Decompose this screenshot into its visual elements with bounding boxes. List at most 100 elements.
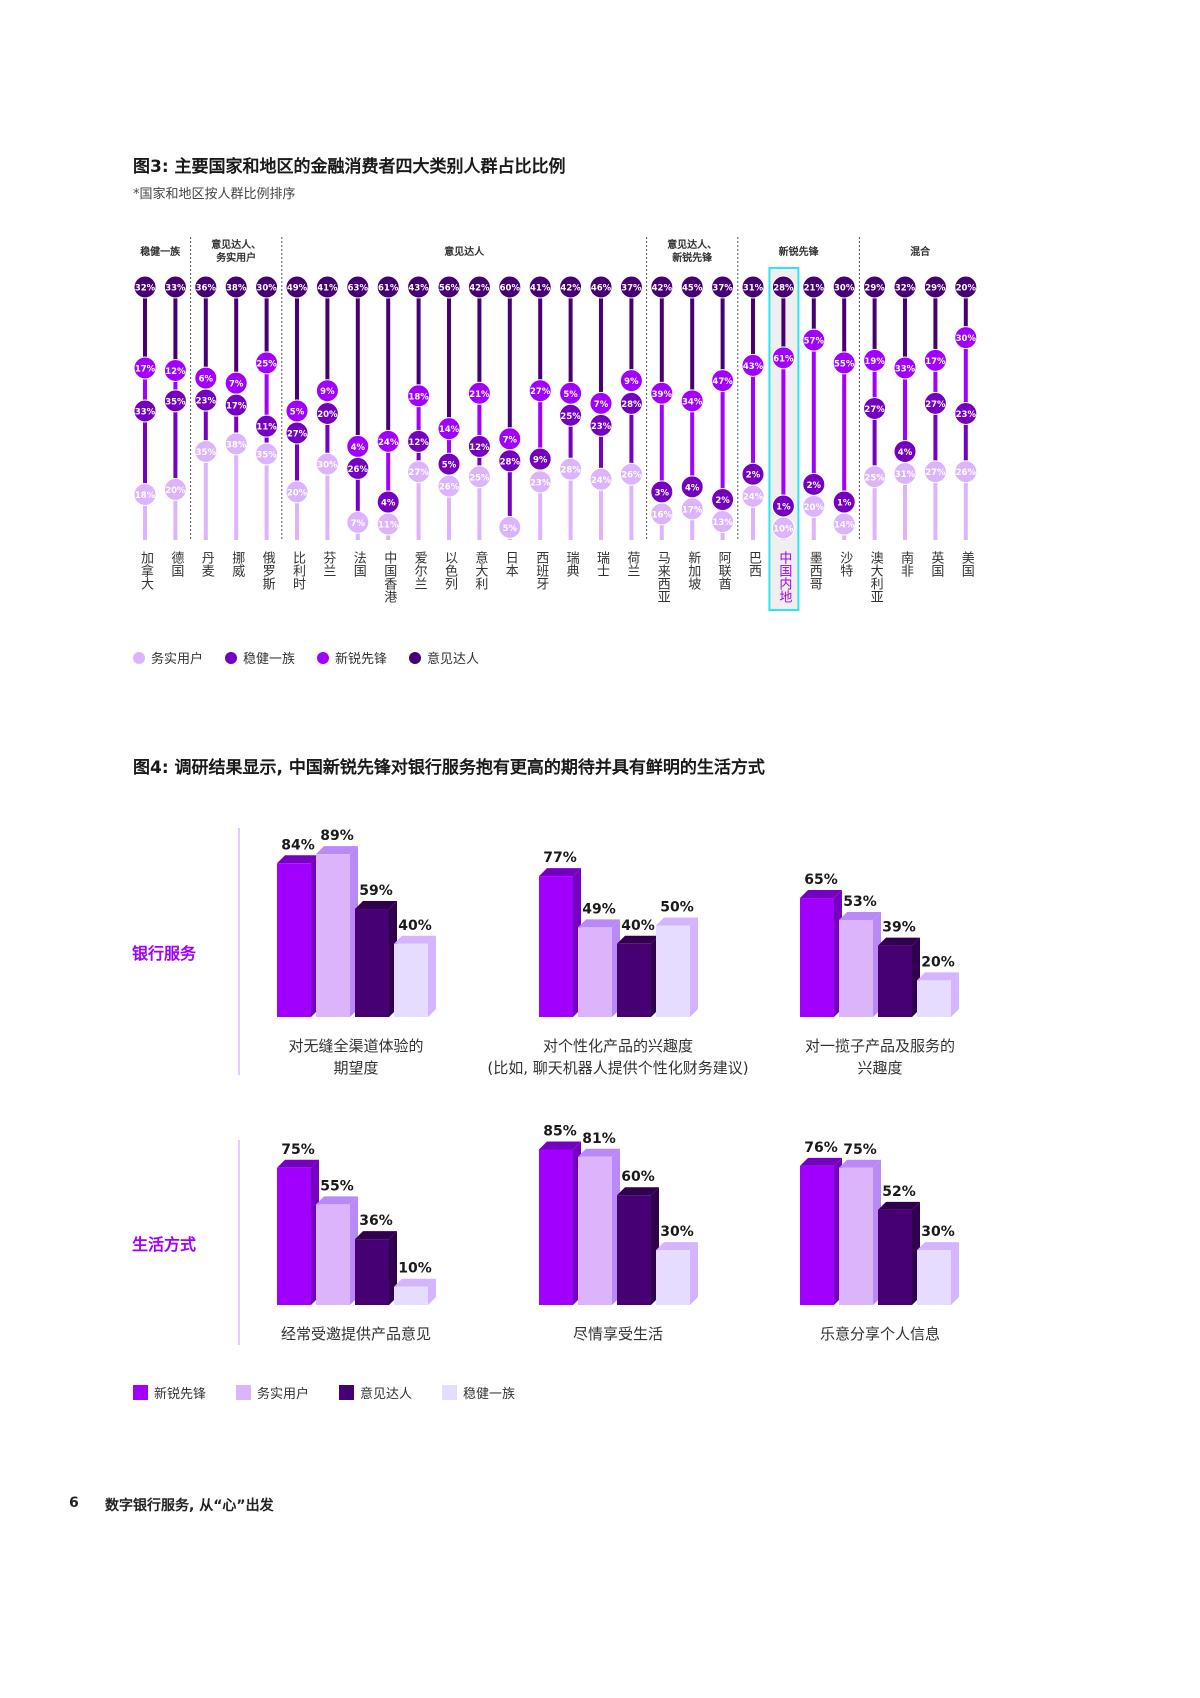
data-label: 49% bbox=[287, 284, 308, 294]
fig4-legend: 新锐先锋 务实用户 意见达人 稳健一族 bbox=[133, 1383, 515, 1402]
bar-稳健一族 bbox=[656, 1250, 690, 1305]
point-务实用户 bbox=[802, 494, 826, 518]
bar-top-务实用户 bbox=[839, 912, 881, 921]
point-意见达人 bbox=[285, 275, 309, 299]
bar-新锐先锋 bbox=[539, 876, 573, 1017]
data-label: 28% bbox=[560, 466, 581, 476]
bar-top-务实用户 bbox=[578, 919, 620, 928]
point-意见达人 bbox=[741, 275, 765, 299]
point-务实用户 bbox=[467, 465, 491, 489]
data-label: 39% bbox=[652, 390, 673, 400]
data-label: 11% bbox=[378, 521, 399, 531]
data-label: 5% bbox=[503, 524, 518, 534]
legend-label: 新锐先锋 bbox=[154, 1387, 207, 1402]
data-label: 47% bbox=[712, 377, 733, 387]
point-稳健一族 bbox=[194, 388, 218, 412]
data-label: 10% bbox=[773, 525, 794, 535]
row-label: 生活方式 bbox=[132, 1235, 197, 1254]
data-label: 1% bbox=[776, 503, 791, 513]
bar-意见达人 bbox=[617, 943, 651, 1017]
legend-label: 意见达人 bbox=[360, 1387, 413, 1402]
data-label: 14% bbox=[834, 521, 855, 531]
point-意见达人 bbox=[559, 275, 583, 299]
point-务实用户 bbox=[650, 502, 674, 526]
group-label: 意见达人、 bbox=[211, 240, 262, 251]
point-新锐先锋 bbox=[711, 369, 735, 393]
data-label: 29% bbox=[864, 284, 885, 294]
data-label: 34% bbox=[682, 397, 703, 407]
bar-top-稳健一族 bbox=[656, 1242, 698, 1251]
point-新锐先锋 bbox=[832, 351, 856, 375]
panel-caption: 期望度 bbox=[333, 1059, 379, 1077]
data-label: 7% bbox=[229, 380, 244, 390]
country-label: 巴西 bbox=[746, 551, 761, 577]
value-label: 77% bbox=[543, 850, 577, 866]
bar-top-务实用户 bbox=[316, 846, 358, 855]
data-label: 5% bbox=[563, 390, 578, 400]
point-务实用户 bbox=[376, 512, 400, 536]
point-稳健一族 bbox=[528, 447, 552, 471]
bar-意见达人 bbox=[878, 1209, 912, 1305]
bar-top-稳健一族 bbox=[917, 1242, 959, 1251]
bar-side-稳健一族 bbox=[690, 917, 698, 1017]
data-label: 35% bbox=[165, 397, 186, 407]
bar-top-意见达人 bbox=[617, 1187, 659, 1196]
point-务实用户 bbox=[559, 457, 583, 481]
data-label: 37% bbox=[621, 284, 642, 294]
bar-top-稳健一族 bbox=[394, 935, 436, 944]
data-label: 57% bbox=[804, 337, 825, 347]
group-label: 混合 bbox=[910, 247, 931, 258]
data-label: 25% bbox=[469, 473, 490, 483]
legend-item-xinrui: 新锐先锋 bbox=[317, 648, 387, 667]
legend-dot-icon bbox=[225, 651, 238, 664]
point-务实用户 bbox=[437, 474, 461, 498]
data-label: 35% bbox=[256, 450, 277, 460]
bar-务实用户 bbox=[839, 1167, 873, 1305]
data-label: 23% bbox=[591, 422, 612, 432]
legend-square-icon bbox=[442, 1385, 458, 1400]
bar-side-稳健一族 bbox=[690, 1242, 698, 1305]
point-新锐先锋 bbox=[863, 348, 887, 372]
data-label: 5% bbox=[290, 407, 305, 417]
data-label: 1% bbox=[837, 499, 852, 509]
row-label: 银行服务 bbox=[132, 944, 197, 963]
bar-top-务实用户 bbox=[839, 1159, 881, 1168]
bar-top-新锐先锋 bbox=[539, 868, 581, 877]
legend-label: 稳健一族 bbox=[463, 1387, 516, 1402]
data-label: 2% bbox=[746, 471, 761, 481]
point-稳健一族 bbox=[923, 391, 947, 415]
value-label: 85% bbox=[543, 1123, 577, 1139]
bar-意见达人 bbox=[355, 1239, 389, 1305]
point-新锐先锋 bbox=[437, 417, 461, 441]
data-label: 24% bbox=[378, 438, 399, 448]
value-label: 53% bbox=[843, 894, 877, 910]
legend-label: 新锐先锋 bbox=[335, 652, 388, 667]
country-label: 英国 bbox=[928, 551, 944, 577]
point-稳健一族 bbox=[863, 396, 887, 420]
country-label: 南非 bbox=[898, 551, 913, 577]
value-label: 30% bbox=[921, 1224, 955, 1240]
data-label: 20% bbox=[804, 503, 825, 513]
point-新锐先锋 bbox=[680, 389, 704, 413]
point-务实用户 bbox=[163, 477, 187, 501]
country-label: 阿联酋 bbox=[715, 551, 731, 590]
bar-务实用户 bbox=[839, 920, 873, 1017]
panel-caption: 乐意分享个人信息 bbox=[819, 1325, 941, 1343]
point-务实用户 bbox=[498, 515, 522, 539]
point-稳健一族 bbox=[163, 389, 187, 413]
country-label: 日本 bbox=[502, 551, 518, 577]
panel-caption: 尽情享受生活 bbox=[572, 1325, 664, 1343]
data-label: 33% bbox=[895, 364, 916, 374]
country-label: 中国香港 bbox=[381, 551, 397, 603]
point-务实用户 bbox=[224, 432, 248, 456]
value-label: 40% bbox=[398, 918, 432, 934]
panel-caption: 对个性化产品的兴趣度 bbox=[542, 1037, 694, 1055]
value-label: 59% bbox=[359, 883, 393, 899]
point-务实用户 bbox=[893, 461, 917, 485]
point-意见达人 bbox=[407, 275, 431, 299]
value-label: 30% bbox=[660, 1224, 694, 1240]
country-label: 荷兰 bbox=[624, 551, 640, 577]
data-label: 17% bbox=[925, 357, 946, 367]
data-label: 24% bbox=[743, 493, 764, 503]
group-label: 意见达人 bbox=[444, 247, 485, 258]
